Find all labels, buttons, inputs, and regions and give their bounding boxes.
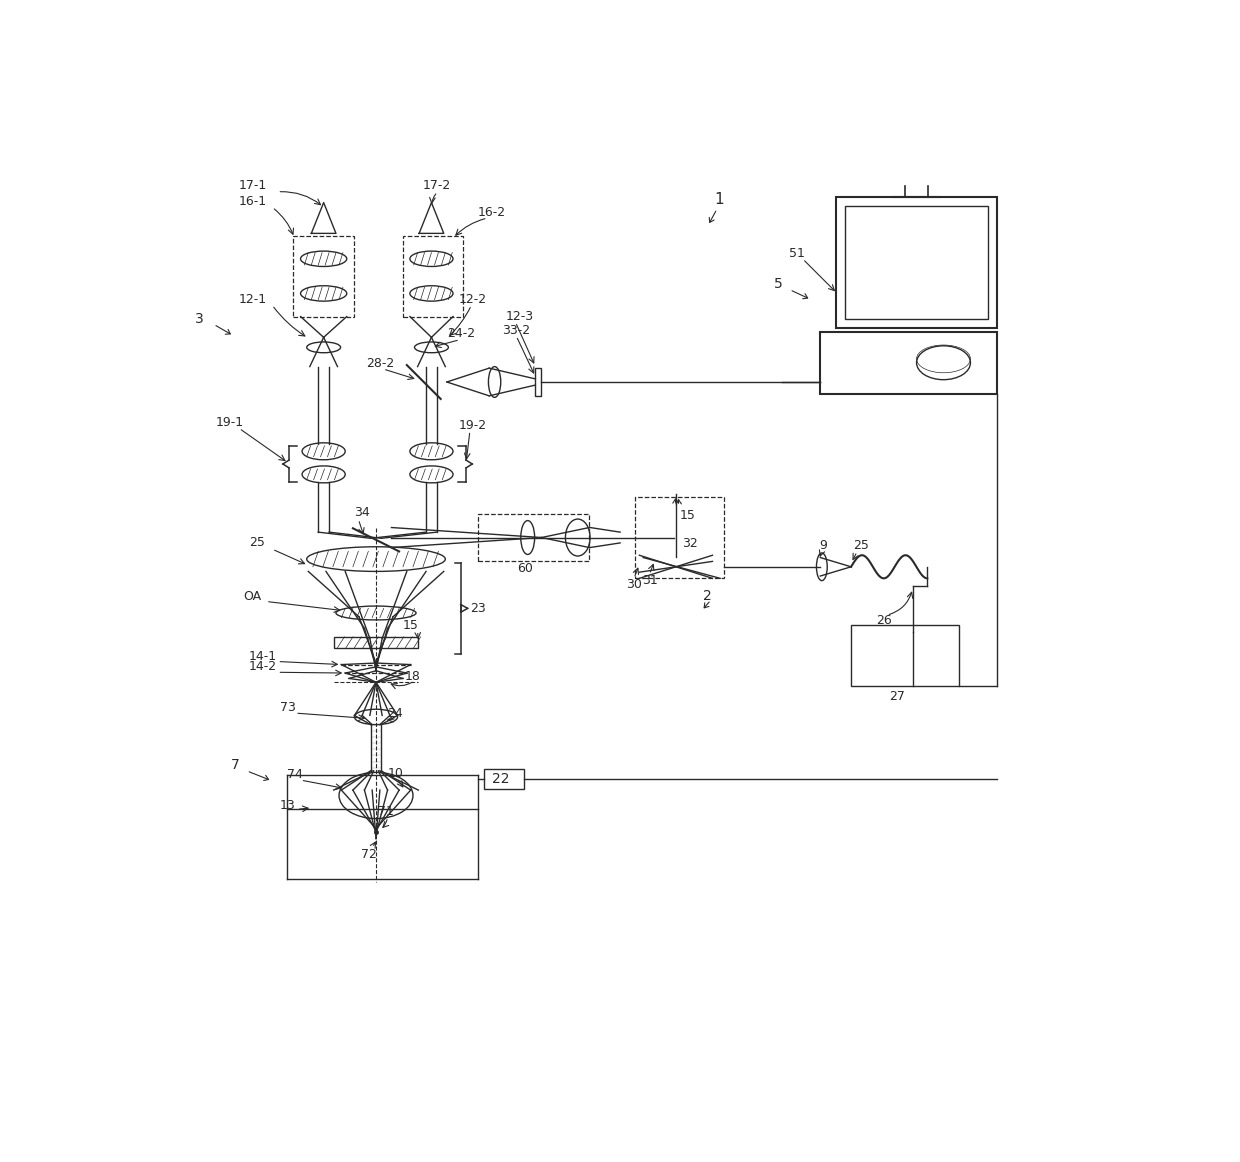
Bar [477,514,589,561]
Text: 13: 13 [280,799,295,812]
Text: 22: 22 [491,772,508,786]
Text: 15: 15 [681,509,696,522]
Text: OA: OA [243,589,260,603]
Bar [844,207,988,318]
Text: 19-1: 19-1 [216,416,244,429]
Text: 51: 51 [790,246,805,260]
Bar [836,198,997,328]
Bar [851,624,959,686]
Text: 7: 7 [231,759,241,773]
Text: 72: 72 [361,847,377,861]
Text: 26: 26 [877,615,893,627]
Bar [821,332,997,394]
Text: 24-2: 24-2 [446,327,475,340]
Text: 16-2: 16-2 [477,206,506,220]
Text: 5: 5 [774,278,782,292]
Text: 27: 27 [889,690,905,703]
Text: 12-3: 12-3 [506,310,534,323]
Bar [293,236,355,316]
Bar [484,768,523,789]
Text: 9: 9 [818,539,827,552]
Text: 73: 73 [280,701,295,715]
Text: 28-2: 28-2 [366,357,394,370]
Bar [403,236,463,316]
Text: 25: 25 [853,539,868,552]
Text: 33-2: 33-2 [502,324,531,337]
Text: 31: 31 [641,574,657,587]
Text: 17-1: 17-1 [239,179,267,192]
Text: 16-1: 16-1 [239,194,267,208]
Text: 60: 60 [517,562,532,575]
Text: 19-2: 19-2 [459,418,486,431]
Text: 24: 24 [388,706,403,719]
Text: 2: 2 [703,589,712,603]
Text: 12-2: 12-2 [459,293,486,306]
Text: 30: 30 [626,578,642,591]
Text: 1: 1 [714,192,724,207]
Text: 23: 23 [470,602,486,615]
Text: 14-1: 14-1 [249,650,277,662]
Text: 34: 34 [355,507,371,519]
Bar [334,637,418,647]
Text: 15: 15 [403,619,419,632]
Text: 10: 10 [388,767,403,780]
Bar [536,368,541,396]
Text: 74: 74 [288,768,304,781]
Text: 71: 71 [377,805,393,818]
Text: 25: 25 [249,537,265,550]
Text: 18: 18 [404,669,420,682]
Text: 17-2: 17-2 [422,179,450,192]
Bar [635,497,724,579]
Text: 32: 32 [682,537,697,550]
Text: 14-2: 14-2 [249,660,277,674]
Text: 12-1: 12-1 [239,293,267,306]
Text: 3: 3 [195,311,203,325]
